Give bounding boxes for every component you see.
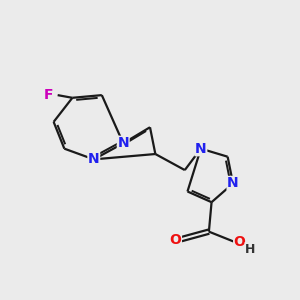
Text: F: F — [44, 88, 53, 102]
Text: N: N — [195, 142, 207, 156]
Text: O: O — [169, 233, 181, 247]
Text: N: N — [227, 176, 239, 190]
Text: N: N — [88, 152, 100, 167]
Text: H: H — [245, 242, 256, 256]
Text: O: O — [234, 235, 246, 249]
Text: N: N — [117, 136, 129, 150]
